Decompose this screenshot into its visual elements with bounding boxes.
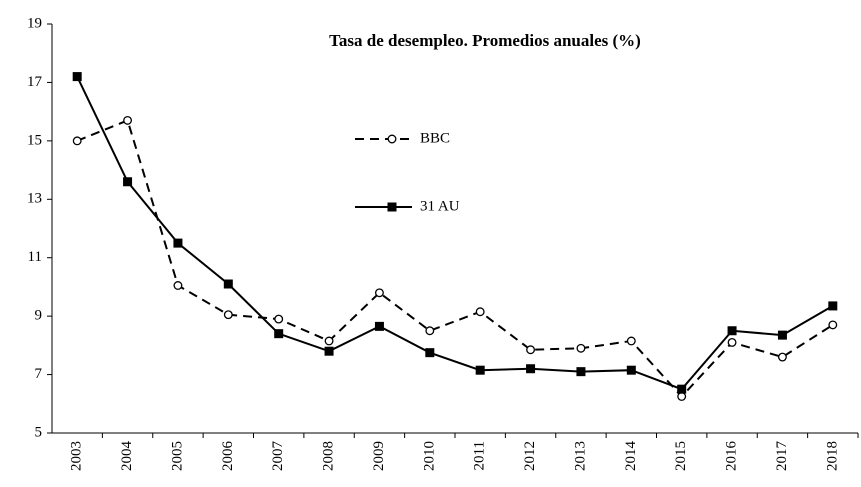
marker bbox=[72, 136, 82, 146]
x-tick-label: 2008 bbox=[321, 441, 337, 471]
marker bbox=[576, 367, 586, 377]
x-tick-label: 2004 bbox=[119, 441, 135, 472]
marker bbox=[727, 337, 737, 347]
marker bbox=[526, 345, 536, 355]
y-tick-label: 19 bbox=[27, 15, 42, 31]
x-tick-label: 2011 bbox=[472, 441, 488, 470]
marker bbox=[626, 365, 636, 375]
x-tick-label: 2007 bbox=[270, 441, 286, 472]
y-tick-label: 13 bbox=[27, 191, 42, 207]
marker bbox=[828, 320, 838, 330]
y-tick-label: 7 bbox=[35, 366, 43, 382]
x-tick-label: 2005 bbox=[169, 441, 185, 471]
y-tick-label: 5 bbox=[35, 424, 43, 440]
x-tick-label: 2009 bbox=[371, 441, 387, 471]
marker bbox=[374, 321, 384, 331]
marker bbox=[828, 301, 838, 311]
marker bbox=[274, 329, 284, 339]
x-tick-label: 2015 bbox=[673, 441, 689, 471]
series-line bbox=[76, 119, 834, 398]
x-tick-label: 2014 bbox=[623, 441, 639, 472]
y-tick-label: 11 bbox=[28, 249, 42, 265]
marker bbox=[425, 326, 435, 336]
marker bbox=[475, 365, 485, 375]
marker bbox=[223, 310, 233, 320]
marker bbox=[223, 279, 233, 289]
marker bbox=[777, 352, 787, 362]
x-tick-label: 2010 bbox=[421, 441, 437, 471]
marker bbox=[274, 314, 284, 324]
y-tick-label: 9 bbox=[35, 308, 43, 324]
legend-label: BBC bbox=[420, 130, 450, 146]
marker bbox=[576, 343, 586, 353]
x-tick-label: 2003 bbox=[69, 441, 85, 471]
legend-label: 31 AU bbox=[420, 198, 460, 214]
marker bbox=[425, 348, 435, 358]
x-tick-label: 2012 bbox=[522, 441, 538, 471]
x-tick-label: 2018 bbox=[824, 441, 840, 471]
marker bbox=[526, 364, 536, 374]
marker bbox=[475, 307, 485, 317]
marker bbox=[677, 392, 687, 401]
marker bbox=[173, 238, 183, 248]
marker bbox=[123, 177, 133, 187]
x-tick-label: 2017 bbox=[774, 441, 790, 472]
marker bbox=[777, 330, 787, 340]
marker bbox=[727, 326, 737, 336]
chart-title: Tasa de desempleo. Promedios anuales (%) bbox=[329, 31, 641, 50]
marker bbox=[387, 202, 397, 212]
marker bbox=[626, 336, 636, 346]
y-tick-label: 17 bbox=[27, 74, 43, 90]
marker bbox=[173, 281, 183, 290]
marker bbox=[324, 336, 334, 346]
marker bbox=[123, 115, 133, 125]
marker bbox=[387, 134, 397, 144]
marker bbox=[374, 288, 384, 298]
marker bbox=[324, 346, 334, 356]
x-tick-label: 2006 bbox=[220, 441, 236, 472]
marker bbox=[677, 384, 687, 394]
series-line bbox=[76, 76, 834, 391]
marker bbox=[72, 72, 82, 82]
x-tick-label: 2016 bbox=[724, 441, 740, 472]
y-tick-label: 15 bbox=[27, 132, 42, 148]
x-tick-label: 2013 bbox=[572, 441, 588, 471]
